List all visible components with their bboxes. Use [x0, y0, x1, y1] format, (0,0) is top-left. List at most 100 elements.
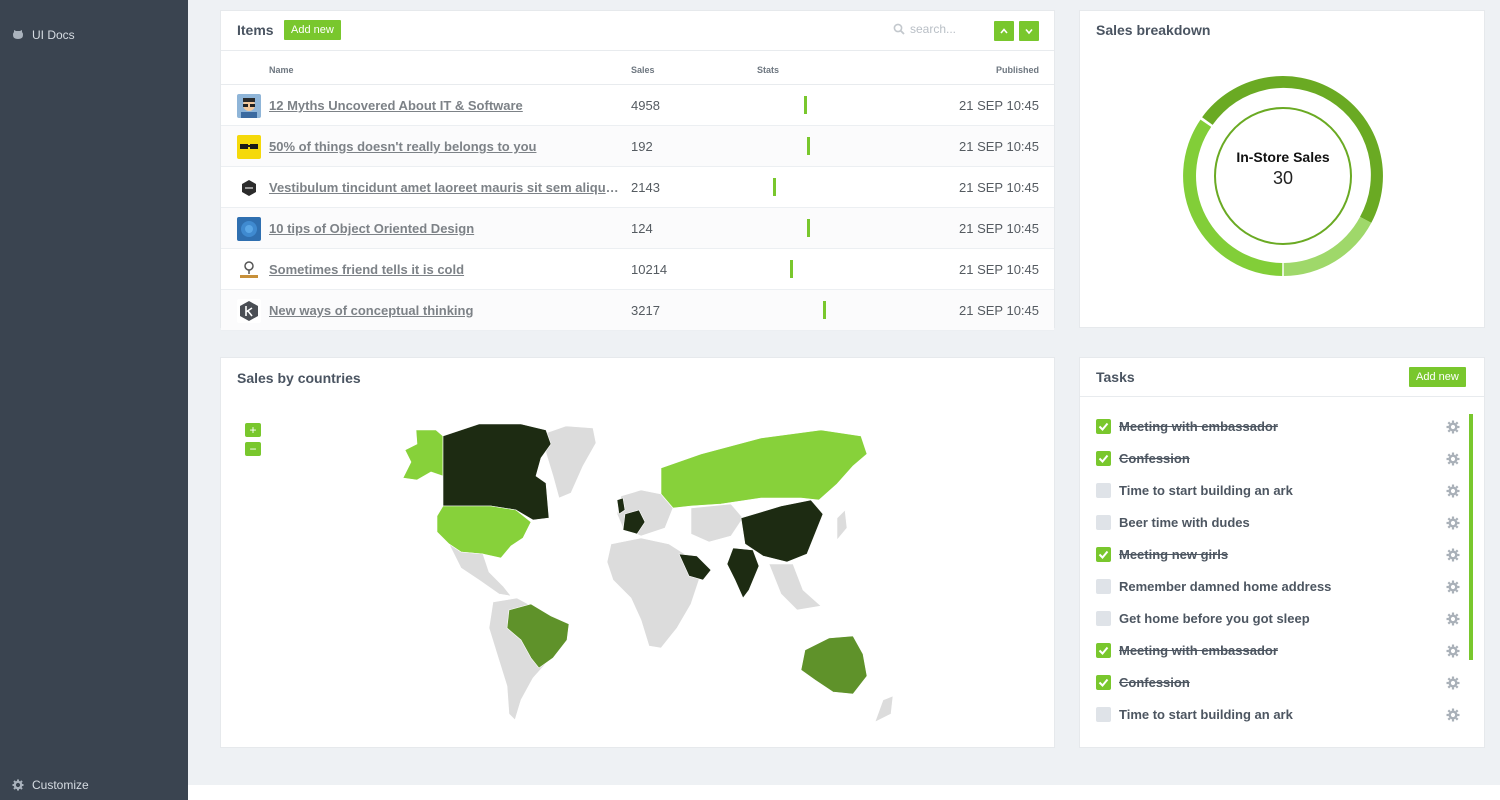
- map-country-australia[interactable]: [800, 635, 868, 695]
- task-label: Confession: [1119, 451, 1190, 466]
- table-row[interactable]: Sometimes friend tells it is cold 10214 21…: [221, 249, 1054, 290]
- task-checkbox[interactable]: [1096, 643, 1111, 658]
- task-checkbox[interactable]: [1096, 547, 1111, 562]
- gear-icon[interactable]: [1446, 644, 1460, 658]
- map-country-africa[interactable]: [606, 537, 700, 649]
- item-title-link[interactable]: 50% of things doesn't really belongs to …: [269, 139, 537, 154]
- task-checkbox[interactable]: [1096, 451, 1111, 466]
- task-checkbox[interactable]: [1096, 707, 1111, 722]
- task-item: Time to start building an ark: [1096, 480, 1466, 502]
- item-published: 21 SEP 10:45: [959, 139, 1039, 154]
- task-label: Confession: [1119, 675, 1190, 690]
- map-country-greenland[interactable]: [545, 425, 597, 499]
- item-published: 21 SEP 10:45: [959, 303, 1039, 318]
- gear-icon[interactable]: [1446, 708, 1460, 722]
- map-country-usa[interactable]: [436, 505, 532, 559]
- donut-center-value: 30: [1272, 168, 1294, 188]
- chevron-up-icon: [1000, 28, 1008, 34]
- item-published: 21 SEP 10:45: [959, 180, 1039, 195]
- table-row[interactable]: 10 tips of Object Oriented Design 124 21 S…: [221, 208, 1054, 249]
- item-published: 21 SEP 10:45: [959, 262, 1039, 277]
- map-country-central-asia[interactable]: [690, 503, 744, 543]
- task-checkbox[interactable]: [1096, 611, 1111, 626]
- task-checkbox[interactable]: [1096, 515, 1111, 530]
- gear-icon[interactable]: [1446, 676, 1460, 690]
- zoom-in-button[interactable]: +: [245, 423, 261, 437]
- blue-pattern-thumbnail: [237, 217, 261, 241]
- task-item: Beer time with dudes: [1096, 512, 1466, 534]
- gear-icon[interactable]: [1446, 516, 1460, 530]
- item-sales: 124: [631, 221, 653, 236]
- search-placeholder: search...: [910, 22, 957, 36]
- map-country-china[interactable]: [740, 499, 824, 563]
- map-country-mexico[interactable]: [448, 543, 512, 597]
- gear-icon: [12, 779, 24, 791]
- task-label: Remember damned home address: [1119, 579, 1332, 594]
- donut-center-title: In-Store Sales: [1236, 149, 1330, 165]
- item-title-link[interactable]: 12 Myths Uncovered About IT & Software: [269, 98, 523, 113]
- github-icon: [13, 30, 23, 39]
- item-title-link[interactable]: Vestibulum tincidunt amet laoreet mauris…: [269, 180, 621, 195]
- task-label: Meeting with embassador: [1119, 419, 1278, 434]
- map-country-saudi-arabia[interactable]: [678, 553, 712, 581]
- sort-down-button[interactable]: [1019, 21, 1039, 41]
- tasks-scrollbar[interactable]: [1469, 414, 1473, 660]
- map-country-russia[interactable]: [660, 429, 868, 509]
- map-country-western-europe[interactable]: [622, 509, 646, 535]
- task-label: Get home before you got sleep: [1119, 611, 1310, 626]
- task-item: Get home before you got sleep: [1096, 608, 1466, 630]
- donut-segment-in-store[interactable]: [1202, 76, 1383, 223]
- column-name-header[interactable]: Name: [269, 65, 294, 75]
- gear-icon[interactable]: [1446, 420, 1460, 434]
- task-item: Confession: [1096, 672, 1466, 694]
- add-task-button[interactable]: Add new: [1409, 367, 1466, 387]
- map-country-alaska[interactable]: [402, 429, 444, 481]
- item-title-link[interactable]: 10 tips of Object Oriented Design: [269, 221, 475, 236]
- table-header: Name Sales Stats Published: [221, 50, 1054, 85]
- table-row[interactable]: 50% of things doesn't really belongs to …: [221, 126, 1054, 167]
- donut-segment-download[interactable]: [1183, 119, 1283, 276]
- task-checkbox[interactable]: [1096, 579, 1111, 594]
- gear-icon[interactable]: [1446, 484, 1460, 498]
- donut-segment-mail-order[interactable]: [1283, 216, 1372, 276]
- map-title: Sales by countries: [237, 370, 361, 386]
- tree-logo-thumbnail: [237, 258, 261, 282]
- table-row[interactable]: 12 Myths Uncovered About IT & Software 49…: [221, 85, 1054, 126]
- item-published: 21 SEP 10:45: [959, 98, 1039, 113]
- task-label: Meeting with embassador: [1119, 643, 1278, 658]
- map-country-uk[interactable]: [616, 497, 626, 515]
- gear-icon[interactable]: [1446, 452, 1460, 466]
- map-country-new-zealand[interactable]: [874, 695, 894, 723]
- gear-icon[interactable]: [1446, 548, 1460, 562]
- task-label: Time to start building an ark: [1119, 483, 1293, 498]
- gear-icon[interactable]: [1446, 612, 1460, 626]
- item-title-link[interactable]: New ways of conceptual thinking: [269, 303, 474, 318]
- sidebar-item-customize[interactable]: Customize: [12, 778, 89, 792]
- map-country-japan[interactable]: [836, 509, 848, 541]
- footer: [188, 785, 1500, 800]
- add-item-button[interactable]: Add new: [284, 20, 341, 40]
- task-item: Meeting with embassador: [1096, 640, 1466, 662]
- map-country-india[interactable]: [726, 547, 760, 599]
- column-sales-header[interactable]: Sales: [631, 65, 655, 75]
- item-sales: 4958: [631, 98, 660, 113]
- table-row[interactable]: Vestibulum tincidunt amet laoreet mauris…: [221, 167, 1054, 208]
- item-title-link[interactable]: Sometimes friend tells it is cold: [269, 262, 465, 277]
- task-checkbox[interactable]: [1096, 483, 1111, 498]
- map-country-southeast-asia[interactable]: [768, 563, 822, 611]
- search-input[interactable]: search...: [893, 22, 983, 36]
- sort-up-button[interactable]: [994, 21, 1014, 41]
- column-published-header[interactable]: Published: [995, 65, 1039, 75]
- item-sales: 2143: [631, 180, 660, 195]
- map-country-canada[interactable]: [442, 423, 552, 521]
- task-item: Confession: [1096, 448, 1466, 470]
- sidebar-item-ui-docs[interactable]: UI Docs: [12, 28, 75, 42]
- column-stats-header[interactable]: Stats: [757, 65, 780, 75]
- zoom-out-button[interactable]: −: [245, 442, 261, 456]
- task-checkbox[interactable]: [1096, 675, 1111, 690]
- table-row[interactable]: New ways of conceptual thinking 3217 21 SE…: [221, 290, 1054, 331]
- gear-icon[interactable]: [1446, 580, 1460, 594]
- map-country-brazil[interactable]: [506, 603, 570, 669]
- task-checkbox[interactable]: [1096, 419, 1111, 434]
- item-sales: 192: [631, 139, 653, 154]
